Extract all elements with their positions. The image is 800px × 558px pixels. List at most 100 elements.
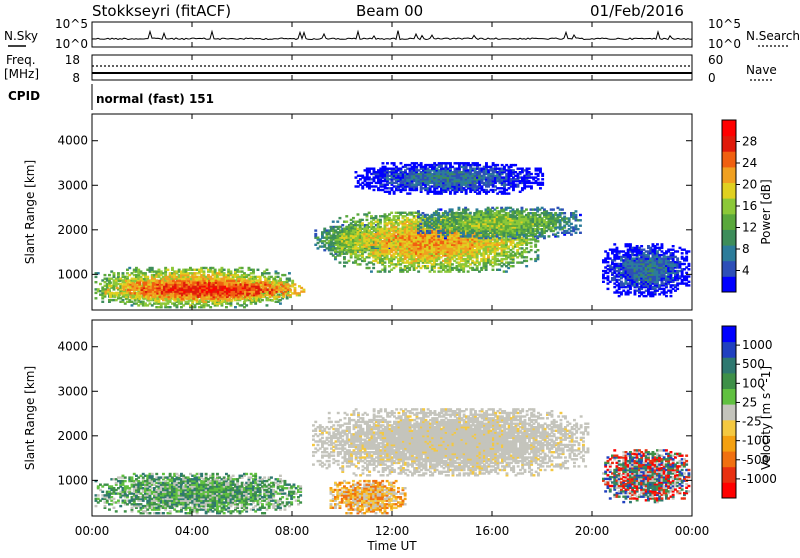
heatmap-cell bbox=[361, 222, 364, 224]
freq-label-2: [MHz] bbox=[4, 67, 39, 81]
heatmap-cell bbox=[261, 299, 264, 301]
heatmap-cell bbox=[419, 226, 422, 228]
heatmap-cell bbox=[234, 306, 237, 308]
heatmap-cell bbox=[530, 245, 533, 247]
heatmap-cell bbox=[107, 289, 110, 291]
heatmap-cell bbox=[492, 269, 495, 271]
heatmap-cell bbox=[192, 298, 195, 300]
heatmap-cell bbox=[113, 272, 116, 274]
heatmap-cell bbox=[525, 237, 528, 239]
heatmap-cell bbox=[451, 263, 454, 265]
heatmap-cell bbox=[303, 289, 306, 291]
heatmap-cell bbox=[214, 269, 217, 271]
freq-left-tick-top: 18 bbox=[65, 53, 80, 67]
heatmap-cell bbox=[146, 276, 149, 278]
heatmap-cell bbox=[521, 207, 524, 209]
heatmap-cell bbox=[467, 270, 470, 272]
heatmap-cell bbox=[132, 296, 135, 298]
heatmap-cell bbox=[95, 281, 98, 283]
nave-right-tick-top: 60 bbox=[708, 53, 723, 67]
heatmap-cell bbox=[125, 294, 128, 296]
heatmap-cell bbox=[273, 278, 276, 280]
heatmap-cell bbox=[530, 242, 533, 244]
heatmap-cell bbox=[257, 269, 260, 271]
heatmap-cell bbox=[332, 242, 335, 244]
heatmap-cell bbox=[384, 265, 387, 267]
heatmap-cell bbox=[95, 276, 98, 278]
heatmap-cell bbox=[99, 283, 102, 285]
heatmap-cell bbox=[336, 242, 339, 244]
heatmap-cell bbox=[458, 207, 461, 209]
heatmap-cell bbox=[108, 274, 111, 276]
noise-left-tick-bottom: 10^0 bbox=[55, 37, 88, 51]
heatmap-cell bbox=[258, 299, 261, 301]
heatmap-cell bbox=[241, 267, 244, 269]
heatmap-cell bbox=[231, 299, 234, 301]
heatmap-cell bbox=[116, 287, 119, 289]
heatmap-cell bbox=[294, 283, 297, 285]
heatmap-cell bbox=[128, 267, 131, 269]
heatmap-cell bbox=[266, 269, 269, 271]
heatmap-cell bbox=[289, 289, 292, 291]
power-heatmap bbox=[95, 162, 691, 308]
heatmap-cell bbox=[525, 256, 528, 258]
heatmap-cell bbox=[417, 210, 420, 212]
heatmap-cell bbox=[366, 219, 369, 221]
heatmap-cell bbox=[279, 302, 282, 304]
heatmap-cell bbox=[512, 265, 515, 267]
heatmap-cell bbox=[122, 299, 125, 301]
heatmap-cell bbox=[498, 237, 501, 239]
noise-panel: N.Sky 10^5 10^0 10^5 10^0 N.Search bbox=[4, 17, 800, 51]
heatmap-cell bbox=[152, 280, 155, 282]
heatmap-cell bbox=[278, 299, 281, 301]
freq-panel: Freq. [MHz] 18 8 60 0 Nave CPID normal (… bbox=[4, 53, 777, 110]
heatmap-cell bbox=[361, 219, 364, 221]
date-title: 01/Feb/2016 bbox=[590, 2, 684, 20]
heatmap-cell bbox=[284, 274, 287, 276]
heatmap-cell bbox=[370, 270, 373, 272]
heatmap-cell bbox=[433, 270, 436, 272]
heatmap-cell bbox=[252, 269, 255, 271]
heatmap-cell bbox=[525, 265, 528, 267]
heatmap-cell bbox=[171, 267, 174, 269]
heatmap-cell bbox=[104, 274, 107, 276]
heatmap-cell bbox=[118, 280, 121, 282]
heatmap-cell bbox=[245, 304, 248, 306]
noise-search-label: N.Search bbox=[746, 29, 800, 43]
heatmap-cell bbox=[339, 217, 342, 219]
heatmap-cell bbox=[368, 267, 371, 269]
heatmap-cell bbox=[314, 233, 317, 235]
heatmap-cell bbox=[384, 261, 387, 263]
heatmap-cell bbox=[203, 270, 206, 272]
noise-sky-label: N.Sky bbox=[4, 29, 38, 43]
heatmap-cell bbox=[336, 221, 339, 223]
heatmap-cell bbox=[422, 232, 425, 234]
heatmap-cell bbox=[197, 278, 200, 280]
heatmap-cell bbox=[437, 212, 440, 214]
heatmap-cell bbox=[437, 235, 440, 237]
cpid-label: CPID bbox=[8, 89, 40, 103]
heatmap-cell bbox=[525, 247, 528, 249]
heatmap-cell bbox=[237, 278, 240, 280]
heatmap-cell bbox=[109, 282, 112, 284]
heatmap-cell bbox=[345, 215, 348, 217]
heatmap-cell bbox=[537, 254, 540, 256]
heatmap-cell bbox=[138, 282, 141, 284]
heatmap-cell bbox=[339, 226, 342, 228]
heatmap-cell bbox=[469, 212, 472, 214]
heatmap-cell bbox=[280, 282, 283, 284]
heatmap-cell bbox=[437, 226, 440, 228]
heatmap-cell bbox=[372, 267, 375, 269]
heatmap-cell bbox=[525, 208, 528, 210]
heatmap-cell bbox=[279, 278, 282, 280]
heatmap-cell bbox=[277, 272, 280, 274]
heatmap-cell bbox=[138, 298, 141, 300]
heatmap-cell bbox=[336, 235, 339, 237]
noise-right-tick-bottom: 10^0 bbox=[708, 37, 741, 51]
heatmap-cell bbox=[230, 270, 233, 272]
heatmap-cell bbox=[217, 278, 220, 280]
nave-label: Nave bbox=[746, 63, 777, 77]
heatmap-cell bbox=[268, 272, 271, 274]
heatmap-cell bbox=[266, 304, 269, 306]
